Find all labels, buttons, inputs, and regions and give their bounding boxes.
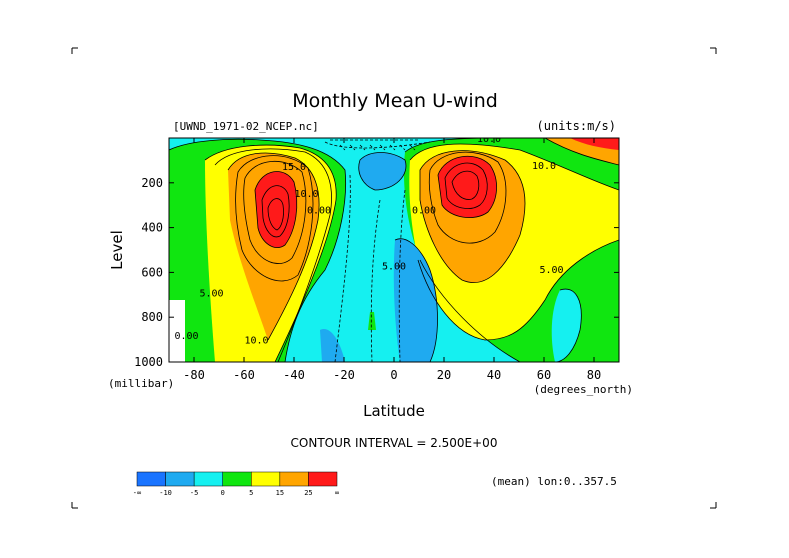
contour-labels: 10.0 10.0 15.0 10.0 0.00 0.00 5.00 5.00 5.00 0.00… [174, 134, 563, 347]
contour-lines [169, 138, 619, 362]
contour-label: 0.00 [307, 206, 331, 217]
colorbar-swatch [165, 471, 195, 487]
colorbar-tick-label: 25 [304, 489, 312, 497]
y-tick-label: 1000 [134, 355, 163, 369]
colorbar-swatch [136, 471, 166, 487]
x-tick-label: 20 [437, 368, 451, 382]
contour-label: 5.00 [382, 262, 406, 273]
colorbar-swatch [251, 471, 281, 487]
contour-label: 10.0 [294, 189, 318, 200]
x-unit-label: (degrees_north) [534, 383, 633, 396]
colorbar-tick-label: 15 [276, 489, 284, 497]
contour-label: 0.00 [174, 331, 198, 342]
x-tick-label: -80 [183, 368, 205, 382]
contour-label: 10.0 [532, 161, 556, 172]
x-tick-label: -60 [233, 368, 255, 382]
x-tick-label: 0 [390, 368, 397, 382]
x-tick-label: 60 [537, 368, 551, 382]
contour-lines-dashed [324, 139, 431, 362]
colorbar-swatch [279, 471, 309, 487]
colorbar-swatch [193, 471, 223, 487]
contour-label: 10.0 [477, 134, 501, 145]
colorbar: -∞ -10 -5 0 5 15 25 ∞ [133, 471, 339, 497]
colorbar-swatch [222, 471, 252, 487]
contour-label: 0.00 [412, 206, 436, 217]
y-tick-label: 600 [141, 265, 163, 279]
contour-interval-text: CONTOUR INTERVAL = 2.500E+00 [291, 436, 498, 450]
tropical-easterlies-fill [169, 152, 582, 362]
colorbar-tick-label: -∞ [133, 489, 141, 497]
corner-marks [71, 47, 717, 509]
dataset-label: [UWND_1971-02_NCEP.nc] [173, 120, 319, 133]
colorbar-tick-label: -5 [190, 489, 198, 497]
x-axis: -80 -60 -40 -20 0 20 40 60 80 [183, 138, 601, 382]
contour-label: 15.0 [282, 162, 306, 173]
contour-label: 10.0 [244, 336, 268, 347]
y-unit-label: (millibar) [108, 377, 174, 390]
y-axis: 200 400 600 800 1000 [134, 176, 619, 369]
y-tick-label: 400 [141, 221, 163, 235]
contour-label: 5.00 [199, 289, 223, 300]
colorbar-tick-label: 0 [221, 489, 225, 497]
x-tick-label: 80 [587, 368, 601, 382]
y-axis-label: Level [108, 230, 126, 270]
footer-note: (mean) lon:0..357.5 [491, 475, 617, 488]
contour-label: 5.00 [539, 265, 563, 276]
units-label: (units:m/s) [537, 119, 616, 133]
x-tick-label: -20 [333, 368, 355, 382]
x-tick-label: 40 [487, 368, 501, 382]
colorbar-tick-label: ∞ [335, 489, 339, 497]
x-axis-label: Latitude [363, 402, 425, 420]
y-tick-label: 200 [141, 176, 163, 190]
chart-title: Monthly Mean U-wind [292, 90, 498, 112]
colorbar-tick-label: 5 [249, 489, 253, 497]
y-tick-label: 800 [141, 310, 163, 324]
colorbar-swatch [308, 471, 338, 487]
southern-jet-fill [169, 139, 346, 362]
colorbar-tick-label: -10 [159, 489, 172, 497]
x-tick-label: -40 [283, 368, 305, 382]
plot-area: 10.0 10.0 15.0 10.0 0.00 0.00 5.00 5.00 5.00 0.00… [169, 134, 619, 362]
